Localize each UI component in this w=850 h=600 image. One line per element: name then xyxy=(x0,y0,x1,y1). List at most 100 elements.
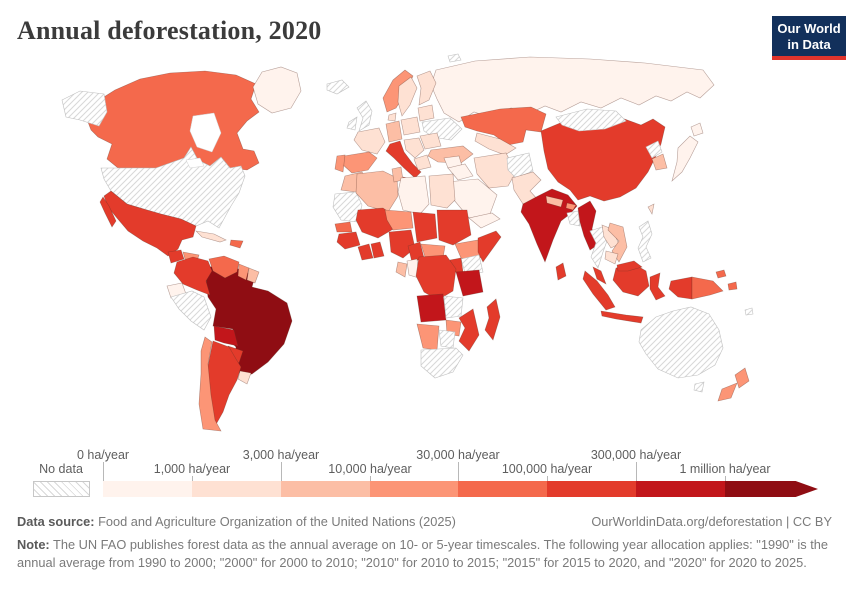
country-png-islands[interactable] xyxy=(715,269,738,291)
country-angola[interactable] xyxy=(416,293,447,323)
legend-bin-swatch-0[interactable] xyxy=(103,481,192,497)
country-north-korea[interactable] xyxy=(645,140,663,159)
country-bolivia[interactable] xyxy=(213,325,239,347)
country-nigeria[interactable] xyxy=(388,229,416,259)
legend-no-data-swatch[interactable] xyxy=(33,481,90,497)
country-suriname[interactable] xyxy=(246,267,260,284)
country-ivory-coast[interactable] xyxy=(357,243,374,261)
legend-bin-swatch-300k[interactable] xyxy=(636,481,726,497)
country-belarus[interactable] xyxy=(417,104,435,122)
country-russia[interactable] xyxy=(430,56,715,123)
country-finland[interactable] xyxy=(416,70,437,106)
legend-tick-label-1m: 1 million ha/year xyxy=(679,462,771,476)
legend-bin-swatch-10k[interactable] xyxy=(369,481,459,497)
country-malaysia-peninsular[interactable] xyxy=(592,266,607,285)
legend-bin-swatch-1m-arrow[interactable] xyxy=(725,481,818,497)
country-svalbard[interactable] xyxy=(447,53,462,63)
country-indonesia-sulawesi[interactable] xyxy=(649,272,666,301)
country-spain[interactable] xyxy=(341,151,378,174)
country-balkans[interactable] xyxy=(403,137,425,159)
country-senegal[interactable] xyxy=(334,221,353,233)
country-cuba[interactable] xyxy=(195,230,227,243)
country-gabon[interactable] xyxy=(395,261,408,278)
country-venezuela[interactable] xyxy=(208,255,240,279)
legend-bin-swatch-1k[interactable] xyxy=(191,481,281,497)
legend-bin-swatch-100k[interactable] xyxy=(547,481,637,497)
country-mexico[interactable] xyxy=(103,190,197,257)
country-colombia[interactable] xyxy=(173,256,213,296)
country-ghana[interactable] xyxy=(370,241,385,259)
country-france[interactable] xyxy=(353,127,386,155)
country-mozambique[interactable] xyxy=(458,308,480,352)
country-egypt[interactable] xyxy=(428,173,456,209)
country-malaysia-borneo[interactable] xyxy=(616,260,643,272)
country-mali[interactable] xyxy=(355,207,396,239)
country-poland[interactable] xyxy=(400,116,421,136)
country-namibia[interactable] xyxy=(416,323,440,351)
country-taiwan[interactable] xyxy=(647,203,655,215)
country-guyana[interactable] xyxy=(237,263,250,281)
owid-url-link[interactable]: OurWorldinData.org/deforestation | CC BY xyxy=(591,514,832,529)
country-united-kingdom[interactable] xyxy=(356,100,373,132)
country-indonesia-sumatra[interactable] xyxy=(582,270,616,311)
country-libya[interactable] xyxy=(397,175,430,215)
legend-bin-swatch-3k[interactable] xyxy=(280,481,370,497)
country-new-zealand[interactable] xyxy=(717,367,750,402)
country-indonesia-papua[interactable] xyxy=(668,276,693,300)
country-australia-tasmania[interactable] xyxy=(693,381,705,393)
country-botswana[interactable] xyxy=(438,329,456,349)
legend-bin-swatch-30k[interactable] xyxy=(458,481,548,497)
country-greece[interactable] xyxy=(413,154,432,171)
country-sri-lanka[interactable] xyxy=(555,262,567,281)
country-dr-congo[interactable] xyxy=(415,254,457,301)
country-uruguay[interactable] xyxy=(237,370,252,385)
country-papua-new-guinea[interactable] xyxy=(691,276,724,300)
country-guinea[interactable] xyxy=(336,231,361,250)
country-germany[interactable] xyxy=(385,120,403,143)
country-iceland[interactable] xyxy=(326,79,350,95)
country-united-states-alaska[interactable] xyxy=(61,90,108,127)
country-iraq[interactable] xyxy=(447,163,474,181)
country-kazakhstan[interactable] xyxy=(460,106,547,146)
country-sweden[interactable] xyxy=(397,76,418,117)
country-philippines[interactable] xyxy=(637,220,653,263)
country-hispaniola[interactable] xyxy=(229,239,244,249)
country-denmark[interactable] xyxy=(387,112,397,122)
country-yemen[interactable] xyxy=(468,212,501,229)
country-italy[interactable] xyxy=(385,140,422,179)
country-fiji[interactable] xyxy=(744,307,754,316)
country-bhutan[interactable] xyxy=(565,202,577,211)
country-guatemala[interactable] xyxy=(167,249,185,264)
country-iran[interactable] xyxy=(473,152,517,189)
country-japan-hokkaido[interactable] xyxy=(690,122,704,137)
country-chad[interactable] xyxy=(412,211,438,243)
country-bangladesh[interactable] xyxy=(566,210,581,227)
country-romania[interactable] xyxy=(419,132,442,150)
country-canada[interactable] xyxy=(87,70,260,171)
country-somalia[interactable] xyxy=(477,230,502,263)
country-cambodia[interactable] xyxy=(604,250,619,265)
country-tanzania[interactable] xyxy=(455,269,484,297)
country-mongolia[interactable] xyxy=(555,108,627,132)
country-south-korea[interactable] xyxy=(651,153,668,171)
country-india[interactable] xyxy=(520,188,578,263)
country-indonesia-java[interactable] xyxy=(600,310,644,324)
country-greenland[interactable] xyxy=(252,66,302,114)
country-south-africa[interactable] xyxy=(420,347,464,379)
country-zambia[interactable] xyxy=(443,295,464,319)
country-pakistan[interactable] xyxy=(511,171,542,205)
country-algeria[interactable] xyxy=(355,170,399,213)
country-ireland[interactable] xyxy=(346,116,358,131)
country-niger[interactable] xyxy=(384,209,414,231)
country-sudan[interactable] xyxy=(436,209,472,246)
owid-logo[interactable]: Our World in Data xyxy=(772,16,846,60)
country-japan[interactable] xyxy=(671,135,699,182)
country-madagascar[interactable] xyxy=(484,298,501,341)
country-mexico-baja[interactable] xyxy=(99,196,117,228)
country-peru[interactable] xyxy=(170,290,212,331)
country-nepal[interactable] xyxy=(545,195,564,208)
country-australia[interactable] xyxy=(638,306,724,379)
country-chile[interactable] xyxy=(198,336,222,432)
country-portugal[interactable] xyxy=(334,154,346,173)
